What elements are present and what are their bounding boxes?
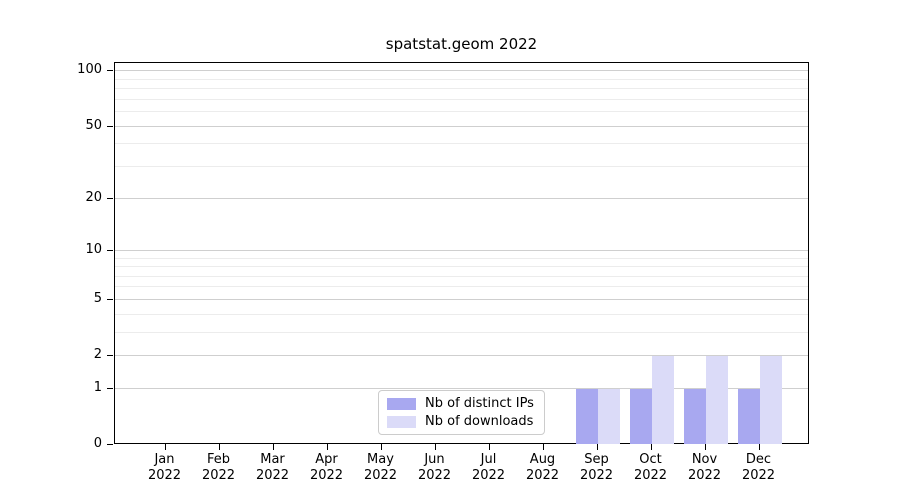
minor-gridline <box>115 111 808 113</box>
minor-gridline <box>115 257 808 259</box>
x-tick-mark <box>704 444 706 450</box>
y-tick-label: 2 <box>93 347 102 363</box>
x-tick-label: Sep 2022 <box>579 452 614 483</box>
x-tick-mark <box>650 444 652 450</box>
x-tick-mark <box>380 444 382 450</box>
x-tick-mark <box>434 444 436 450</box>
y-tick-label: 1 <box>93 379 102 395</box>
y-tick-label: 20 <box>85 189 102 205</box>
x-tick-label: Mar 2022 <box>255 452 290 483</box>
minor-gridline <box>115 78 808 80</box>
minor-gridline <box>115 286 808 288</box>
plot-area <box>114 62 809 444</box>
x-tick-mark <box>326 444 328 450</box>
y-tick-mark <box>107 444 113 445</box>
y-tick-mark <box>107 355 113 357</box>
minor-gridline <box>115 313 808 315</box>
x-tick-mark <box>218 444 220 450</box>
bar-nov-downloads <box>705 356 728 444</box>
y-tick-label: 0 <box>93 436 102 451</box>
y-tick-mark <box>107 249 113 251</box>
bar-oct-distinct-ips <box>629 388 652 444</box>
chart-title: spatstat.geom 2022 <box>385 35 538 53</box>
y-tick-mark <box>107 125 113 127</box>
x-tick-label: Jul 2022 <box>471 452 506 483</box>
minor-gridline <box>115 88 808 90</box>
minor-gridline <box>115 331 808 333</box>
x-tick-mark <box>164 444 166 450</box>
legend: Nb of distinct IPs Nb of downloads <box>378 390 545 435</box>
minor-gridline <box>115 266 808 268</box>
minor-gridline <box>115 275 808 277</box>
major-gridline <box>115 355 808 357</box>
bar-sep-distinct-ips <box>575 388 598 444</box>
legend-item: Nb of downloads <box>387 414 534 429</box>
major-gridline <box>115 197 808 199</box>
major-gridline <box>115 249 808 251</box>
legend-swatch <box>387 397 416 410</box>
legend-label: Nb of distinct IPs <box>425 396 534 411</box>
y-tick-mark <box>107 70 113 72</box>
x-tick-label: Aug 2022 <box>525 452 560 483</box>
y-tick-label: 10 <box>85 241 102 257</box>
x-tick-label: Feb 2022 <box>201 452 236 483</box>
x-tick-label: Jan 2022 <box>147 452 182 483</box>
x-tick-label: Dec 2022 <box>741 452 776 483</box>
major-gridline <box>115 387 808 389</box>
bar-dec-downloads <box>759 356 782 444</box>
legend-item: Nb of distinct IPs <box>387 396 534 411</box>
x-tick-label: Nov 2022 <box>687 452 722 483</box>
major-gridline <box>115 298 808 300</box>
legend-swatch <box>387 415 416 428</box>
x-tick-label: Apr 2022 <box>309 452 344 483</box>
bar-dec-distinct-ips <box>737 388 760 444</box>
x-tick-label: Jun 2022 <box>417 452 452 483</box>
y-tick-mark <box>107 197 113 199</box>
minor-gridline <box>115 143 808 145</box>
minor-gridline <box>115 98 808 100</box>
bar-sep-downloads <box>597 388 620 444</box>
bar-oct-downloads <box>651 356 674 444</box>
x-tick-mark <box>542 444 544 450</box>
y-tick-label: 50 <box>85 117 102 133</box>
x-tick-mark <box>596 444 598 450</box>
x-tick-mark <box>272 444 274 450</box>
x-tick-mark <box>488 444 490 450</box>
y-tick-mark <box>107 298 113 300</box>
legend-label: Nb of downloads <box>425 414 534 429</box>
minor-gridline <box>115 165 808 167</box>
y-tick-mark <box>107 387 113 389</box>
x-tick-label: Oct 2022 <box>633 452 668 483</box>
x-tick-mark <box>758 444 760 450</box>
x-tick-label: May 2022 <box>363 452 398 483</box>
major-gridline <box>115 125 808 127</box>
major-gridline <box>115 70 808 72</box>
y-tick-label: 5 <box>93 290 102 306</box>
y-tick-label: 100 <box>77 62 102 78</box>
bar-nov-distinct-ips <box>683 388 706 444</box>
